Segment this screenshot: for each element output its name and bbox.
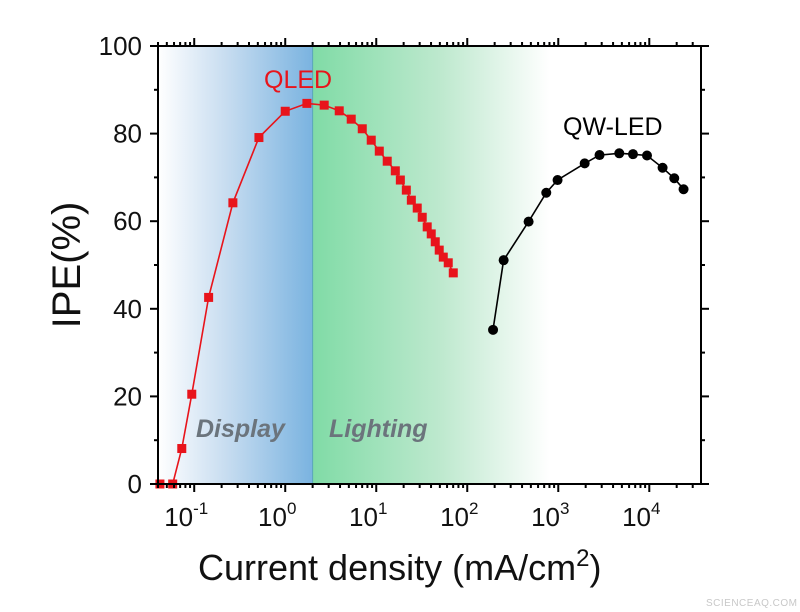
series-qled: [155, 98, 458, 489]
series-layer: [155, 98, 689, 489]
y-tick-label: 20: [113, 381, 142, 411]
data-point: [417, 212, 427, 222]
data-point: [254, 133, 264, 143]
data-point: [443, 258, 453, 268]
y-tick-label: 40: [113, 294, 142, 324]
x-axis-title: Current density (mA/cm2): [198, 545, 601, 588]
x-tick-base: 10: [349, 502, 378, 532]
data-point: [390, 166, 400, 176]
data-point: [579, 158, 590, 169]
y-tick-label: 60: [113, 206, 142, 236]
series-label-qled: QLED: [264, 66, 332, 94]
x-tick-exponent: 4: [651, 499, 660, 518]
x-tick-label: 100: [258, 499, 296, 532]
data-point: [434, 245, 444, 255]
data-point: [228, 198, 238, 208]
data-point: [541, 187, 552, 198]
watermark: SCIENCEAQ.COM: [706, 598, 798, 609]
data-point: [334, 106, 344, 116]
data-point: [319, 100, 329, 110]
data-point: [438, 252, 448, 262]
data-point: [627, 149, 638, 160]
y-axis-title: IPE(%): [45, 202, 89, 329]
y-tick-label: 100: [99, 31, 142, 61]
x-tick-exponent: 0: [287, 499, 296, 518]
x-tick-base: 10: [164, 502, 193, 532]
data-point: [395, 175, 405, 185]
x-tick-base: 10: [622, 502, 651, 532]
x-tick-base: 10: [531, 502, 560, 532]
data-point: [401, 185, 411, 195]
data-point: [280, 106, 290, 116]
x-tick-label: 10-1: [164, 499, 208, 532]
data-point: [422, 222, 432, 232]
region-display: [158, 46, 313, 484]
x-axis-title-suffix: ): [589, 547, 601, 588]
data-point: [187, 389, 197, 399]
data-point: [523, 216, 534, 227]
data-point: [498, 255, 509, 266]
x-tick-exponent: 2: [469, 499, 478, 518]
data-point: [177, 444, 187, 454]
data-point: [430, 237, 440, 247]
data-point: [448, 268, 458, 278]
y-tick-label: 80: [113, 119, 142, 149]
x-tick-exponent: 1: [378, 499, 387, 518]
region-label-lighting: Lighting: [329, 415, 428, 443]
x-tick-label: 102: [440, 499, 478, 532]
data-point: [552, 175, 563, 186]
x-tick-base: 10: [258, 502, 287, 532]
x-axis-title-main: Current density (mA/cm: [198, 547, 576, 588]
region-label-display: Display: [196, 415, 286, 443]
data-point: [374, 146, 384, 156]
data-point: [594, 150, 605, 161]
data-point: [302, 98, 312, 108]
series-label-qw-led: QW-LED: [563, 113, 663, 141]
data-point: [366, 135, 376, 145]
data-point: [678, 184, 689, 195]
x-tick-exponent: -1: [193, 499, 208, 518]
data-point: [406, 195, 416, 205]
data-point: [669, 173, 680, 184]
data-point: [382, 156, 392, 166]
x-tick-exponent: 3: [560, 499, 569, 518]
y-tick-label: 0: [128, 469, 142, 499]
x-tick-label: 103: [531, 499, 569, 532]
data-point: [488, 324, 499, 335]
x-tick-base: 10: [440, 502, 469, 532]
data-point: [614, 148, 625, 159]
data-point: [357, 124, 367, 134]
data-point: [657, 162, 668, 173]
x-tick-label: 104: [622, 499, 660, 532]
data-point: [346, 114, 356, 124]
data-point: [412, 203, 422, 213]
x-axis-title-superscript: 2: [576, 545, 589, 572]
data-point: [204, 292, 214, 302]
data-point: [642, 150, 653, 161]
x-tick-label: 101: [349, 499, 387, 532]
series-qw-led: [488, 148, 689, 335]
data-point: [426, 229, 436, 239]
